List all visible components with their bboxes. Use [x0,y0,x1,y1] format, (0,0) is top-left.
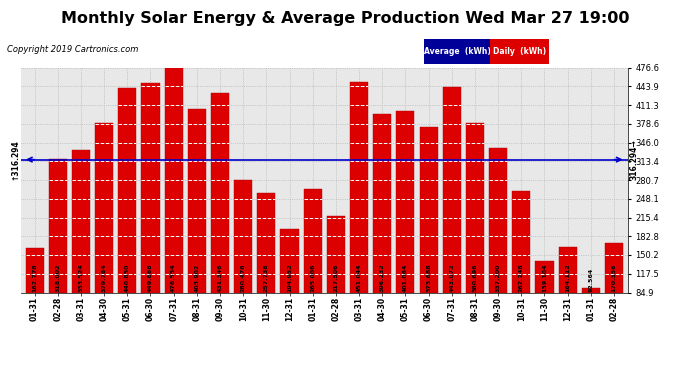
Text: 431.346: 431.346 [217,263,222,292]
Bar [582,288,600,292]
Bar [327,216,345,292]
Text: 379.764: 379.764 [101,263,107,292]
Text: 373.688: 373.688 [426,263,431,292]
Bar [535,261,553,292]
Text: 316.294→: 316.294→ [629,139,638,180]
Bar [257,193,275,292]
Text: 396.232: 396.232 [380,263,385,292]
Bar [165,68,183,292]
Text: 92.564: 92.564 [589,267,593,292]
Text: 337.200: 337.200 [495,263,501,292]
Bar [373,114,391,292]
Bar [350,82,368,292]
Bar [95,123,113,292]
Bar [420,127,437,292]
Text: 380.696: 380.696 [473,263,477,292]
Text: ↑316.294: ↑316.294 [10,139,19,180]
Bar [26,248,43,292]
Bar [512,190,531,292]
Text: 333.524: 333.524 [79,263,83,292]
Text: Daily  (kWh): Daily (kWh) [493,47,546,56]
Text: 401.064: 401.064 [403,263,408,292]
Text: Copyright 2019 Cartronics.com: Copyright 2019 Cartronics.com [7,45,138,54]
Text: 139.104: 139.104 [542,263,547,292]
Bar [234,180,253,292]
Bar [49,159,67,292]
Text: 257.738: 257.738 [264,263,269,292]
Bar [141,83,159,292]
Text: Average  (kWh): Average (kWh) [424,47,491,56]
Text: 164.112: 164.112 [565,263,570,292]
Bar [396,111,415,292]
Bar [605,243,623,292]
Bar [489,148,507,292]
Text: 449.868: 449.868 [148,263,153,292]
Bar [211,93,229,292]
Bar [443,87,461,292]
Bar [188,109,206,292]
Bar [466,123,484,292]
Text: 451.044: 451.044 [357,263,362,292]
Text: 476.554: 476.554 [171,263,176,292]
Text: 403.902: 403.902 [195,263,199,292]
Text: 217.506: 217.506 [333,263,338,292]
Text: 440.850: 440.850 [125,263,130,292]
Text: 162.778: 162.778 [32,263,37,292]
Bar [72,150,90,292]
Bar [559,247,577,292]
Text: 170.356: 170.356 [611,263,616,292]
Text: 443.072: 443.072 [449,263,454,292]
Bar [304,189,322,292]
Text: 265.006: 265.006 [310,263,315,292]
Text: 318.002: 318.002 [55,263,60,292]
Text: Monthly Solar Energy & Average Production Wed Mar 27 19:00: Monthly Solar Energy & Average Productio… [61,11,629,26]
Bar [118,88,137,292]
Text: 280.476: 280.476 [241,263,246,292]
Text: 194.952: 194.952 [287,263,292,292]
Text: 262.248: 262.248 [519,263,524,292]
Bar [281,229,299,292]
